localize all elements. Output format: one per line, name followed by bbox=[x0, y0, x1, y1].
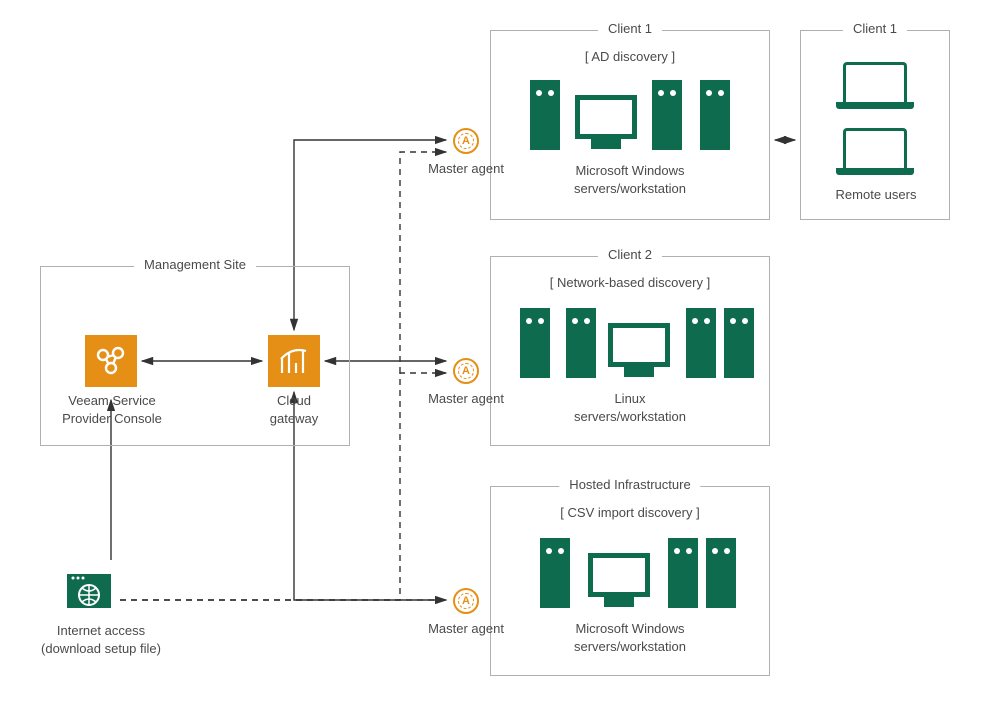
server-icon bbox=[706, 538, 736, 608]
vspc-label: Veeam ServiceProvider Console bbox=[52, 392, 172, 427]
workstation-icon bbox=[608, 323, 670, 367]
internet-label: Internet access(download setup file) bbox=[26, 622, 176, 657]
cloud-gateway-label: Cloudgateway bbox=[254, 392, 334, 427]
linux-label: Linuxservers/workstation bbox=[560, 390, 700, 425]
master-agent-3-icon: A bbox=[453, 588, 479, 614]
hosted-title: Hosted Infrastructure bbox=[559, 477, 700, 492]
master-agent-1-icon: A bbox=[453, 128, 479, 154]
master-agent-2-icon: A bbox=[453, 358, 479, 384]
client2-bracket: [ Network-based discovery ] bbox=[550, 275, 710, 290]
workstation-icon bbox=[588, 553, 650, 597]
internet-icon bbox=[63, 566, 115, 618]
master-agent-1-label: Master agent bbox=[426, 160, 506, 178]
laptop-icon bbox=[843, 62, 907, 102]
workstation-icon bbox=[575, 95, 637, 139]
server-icon bbox=[700, 80, 730, 150]
management-site-title: Management Site bbox=[134, 257, 256, 272]
server-icon bbox=[724, 308, 754, 378]
client1-title: Client 1 bbox=[598, 21, 662, 36]
vspc-icon bbox=[85, 335, 137, 387]
server-icon bbox=[652, 80, 682, 150]
server-icon bbox=[668, 538, 698, 608]
client2-title: Client 2 bbox=[598, 247, 662, 262]
laptop-icon bbox=[843, 128, 907, 168]
win1-label: Microsoft Windowsservers/workstation bbox=[560, 162, 700, 197]
client1-bracket: [ AD discovery ] bbox=[585, 49, 675, 64]
client1b-title: Client 1 bbox=[843, 21, 907, 36]
server-icon bbox=[520, 308, 550, 378]
architecture-diagram: Management Site Veeam ServiceProvider Co… bbox=[0, 0, 986, 706]
server-icon bbox=[530, 80, 560, 150]
cloud-gateway-icon bbox=[268, 335, 320, 387]
master-agent-2-label: Master agent bbox=[426, 390, 506, 408]
hosted-bracket: [ CSV import discovery ] bbox=[560, 505, 699, 520]
master-agent-3-label: Master agent bbox=[426, 620, 506, 638]
server-icon bbox=[566, 308, 596, 378]
remote-users-label: Remote users bbox=[828, 186, 924, 204]
server-icon bbox=[686, 308, 716, 378]
win2-label: Microsoft Windowsservers/workstation bbox=[560, 620, 700, 655]
server-icon bbox=[540, 538, 570, 608]
